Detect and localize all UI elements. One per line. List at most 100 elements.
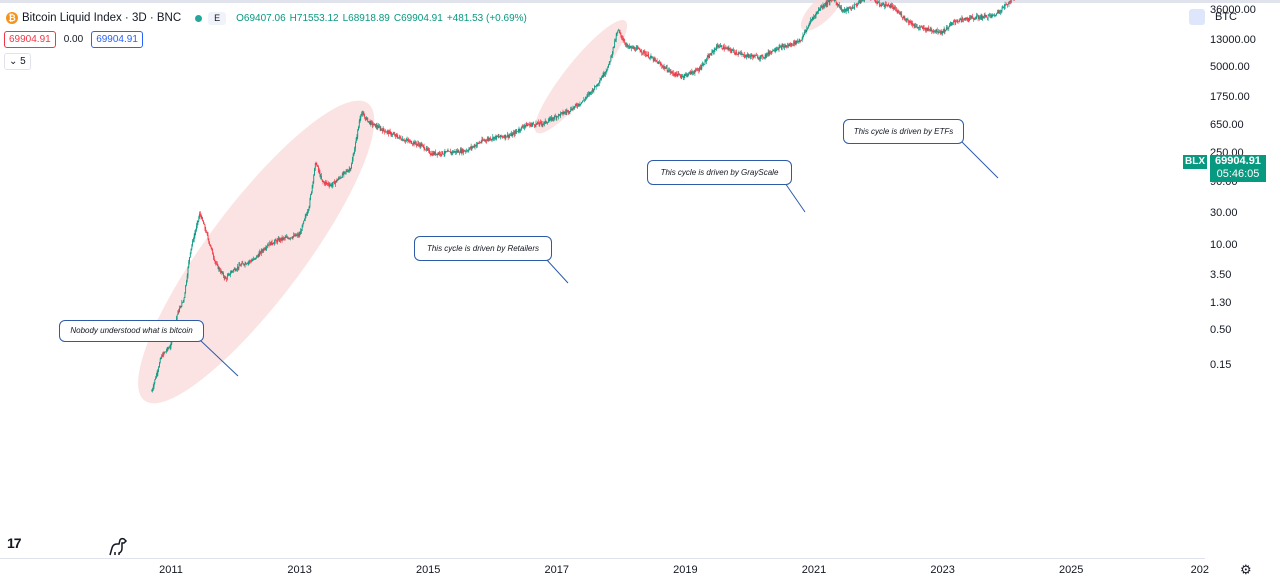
sell-price-box[interactable]: 69904.91	[4, 31, 56, 48]
candle-body	[805, 30, 807, 32]
candle-body	[163, 352, 165, 354]
candle-body	[598, 82, 600, 84]
candle-body	[470, 146, 472, 149]
candle-body	[883, 3, 885, 7]
candle-body	[851, 8, 852, 10]
candle-body	[935, 30, 937, 32]
candle-body	[342, 173, 344, 175]
candle-body	[391, 134, 393, 136]
candle-body	[165, 350, 167, 352]
candle-body	[407, 139, 409, 141]
candle-body	[617, 30, 619, 33]
annotation-etfs[interactable]: This cycle is driven by ETFs	[843, 119, 964, 144]
price-tick-label: 0.15	[1210, 358, 1232, 371]
candle-body	[249, 260, 251, 262]
candle-body	[508, 135, 510, 138]
candle-body	[725, 47, 727, 49]
candle-body	[277, 239, 278, 243]
candle-body	[942, 31, 944, 33]
time-tick-label: 2025	[1058, 564, 1084, 576]
candle-body	[315, 162, 317, 165]
candle-body	[448, 150, 450, 152]
candle-body	[709, 54, 710, 58]
candle-body	[618, 30, 619, 32]
candle-body	[519, 129, 521, 131]
candle-body	[280, 237, 282, 241]
candle-body	[409, 140, 411, 142]
candle-body	[181, 302, 183, 307]
annotation-bitcoin[interactable]: Nobody understood what is bitcoin	[59, 320, 204, 342]
candle-body	[510, 135, 511, 136]
candle-body	[440, 154, 442, 156]
candle-body	[158, 367, 160, 371]
candle-body	[834, 0, 835, 1]
candle-body	[638, 48, 640, 50]
indicators-toggle[interactable]: ⌄ 5	[4, 53, 31, 70]
candle-body	[628, 45, 629, 48]
candle-body	[851, 6, 853, 9]
candle-body	[953, 21, 954, 23]
candle-body	[1000, 11, 1001, 13]
price-tick-label: 36000.00	[1210, 4, 1256, 17]
candle-body	[741, 53, 743, 55]
currency-label[interactable]: BTC	[1215, 11, 1237, 23]
symbol-legend[interactable]: ₿ Bitcoin Liquid Index · 3D · BNC E O694…	[6, 10, 531, 26]
candle-body	[591, 91, 592, 93]
candle-body	[833, 0, 835, 1]
candle-body	[568, 112, 570, 113]
candle-body	[503, 136, 505, 138]
annotation-retailers[interactable]: This cycle is driven by Retailers	[414, 236, 552, 261]
symbol-title[interactable]: Bitcoin Liquid Index · 3D · BNC	[22, 12, 182, 24]
candle-body	[413, 142, 415, 145]
candle-body	[722, 48, 724, 50]
candle-body	[932, 31, 933, 32]
currency-icon[interactable]	[1189, 9, 1205, 25]
candle-body	[1005, 4, 1007, 6]
candle-body	[822, 5, 824, 7]
candle-body	[993, 14, 995, 16]
candle-body	[498, 136, 500, 137]
event-badge[interactable]: E	[208, 11, 227, 25]
candle-body	[904, 16, 906, 20]
candle-body	[795, 40, 797, 44]
settings-gear-icon[interactable]: ⚙	[1240, 562, 1252, 577]
candle-body	[887, 4, 889, 7]
candle-body	[844, 8, 846, 11]
dino-icon[interactable]	[107, 537, 129, 557]
candle-body	[916, 26, 918, 28]
candle-body	[446, 151, 447, 153]
candle-body	[526, 123, 528, 127]
candle-body	[548, 120, 550, 122]
candle-body	[801, 37, 803, 41]
annotation-grayscale[interactable]: This cycle is driven by GrayScale	[647, 160, 792, 185]
candle-body	[661, 64, 663, 67]
candle-body	[324, 182, 325, 184]
candle-body	[931, 31, 933, 32]
candle-body	[673, 74, 675, 75]
candle-body	[977, 16, 979, 19]
candle-body	[662, 66, 663, 68]
candle-body	[269, 242, 271, 246]
buy-price-box[interactable]: 69904.91	[91, 31, 143, 48]
candle-body	[625, 44, 627, 46]
candle-body	[758, 57, 760, 59]
candle-body	[537, 122, 539, 125]
tradingview-logo[interactable]: 17	[7, 535, 22, 551]
candle-body	[957, 20, 959, 22]
candle-body	[486, 139, 488, 141]
ohlc-values: O69407.06 H71553.12 L68918.89 C69904.91 +481…	[236, 13, 531, 24]
candle-body	[284, 237, 285, 239]
candle-body	[446, 151, 448, 153]
candle-body	[279, 238, 281, 242]
candle-body	[783, 45, 785, 48]
candle-body	[483, 140, 484, 141]
candle-body	[571, 108, 572, 110]
candle-body	[994, 14, 996, 16]
candle-body	[1001, 8, 1003, 11]
callout-pointer	[961, 141, 999, 179]
candle-body	[924, 28, 926, 31]
candle-body	[888, 4, 889, 6]
candle-body	[784, 46, 786, 48]
candle-body	[605, 72, 606, 75]
